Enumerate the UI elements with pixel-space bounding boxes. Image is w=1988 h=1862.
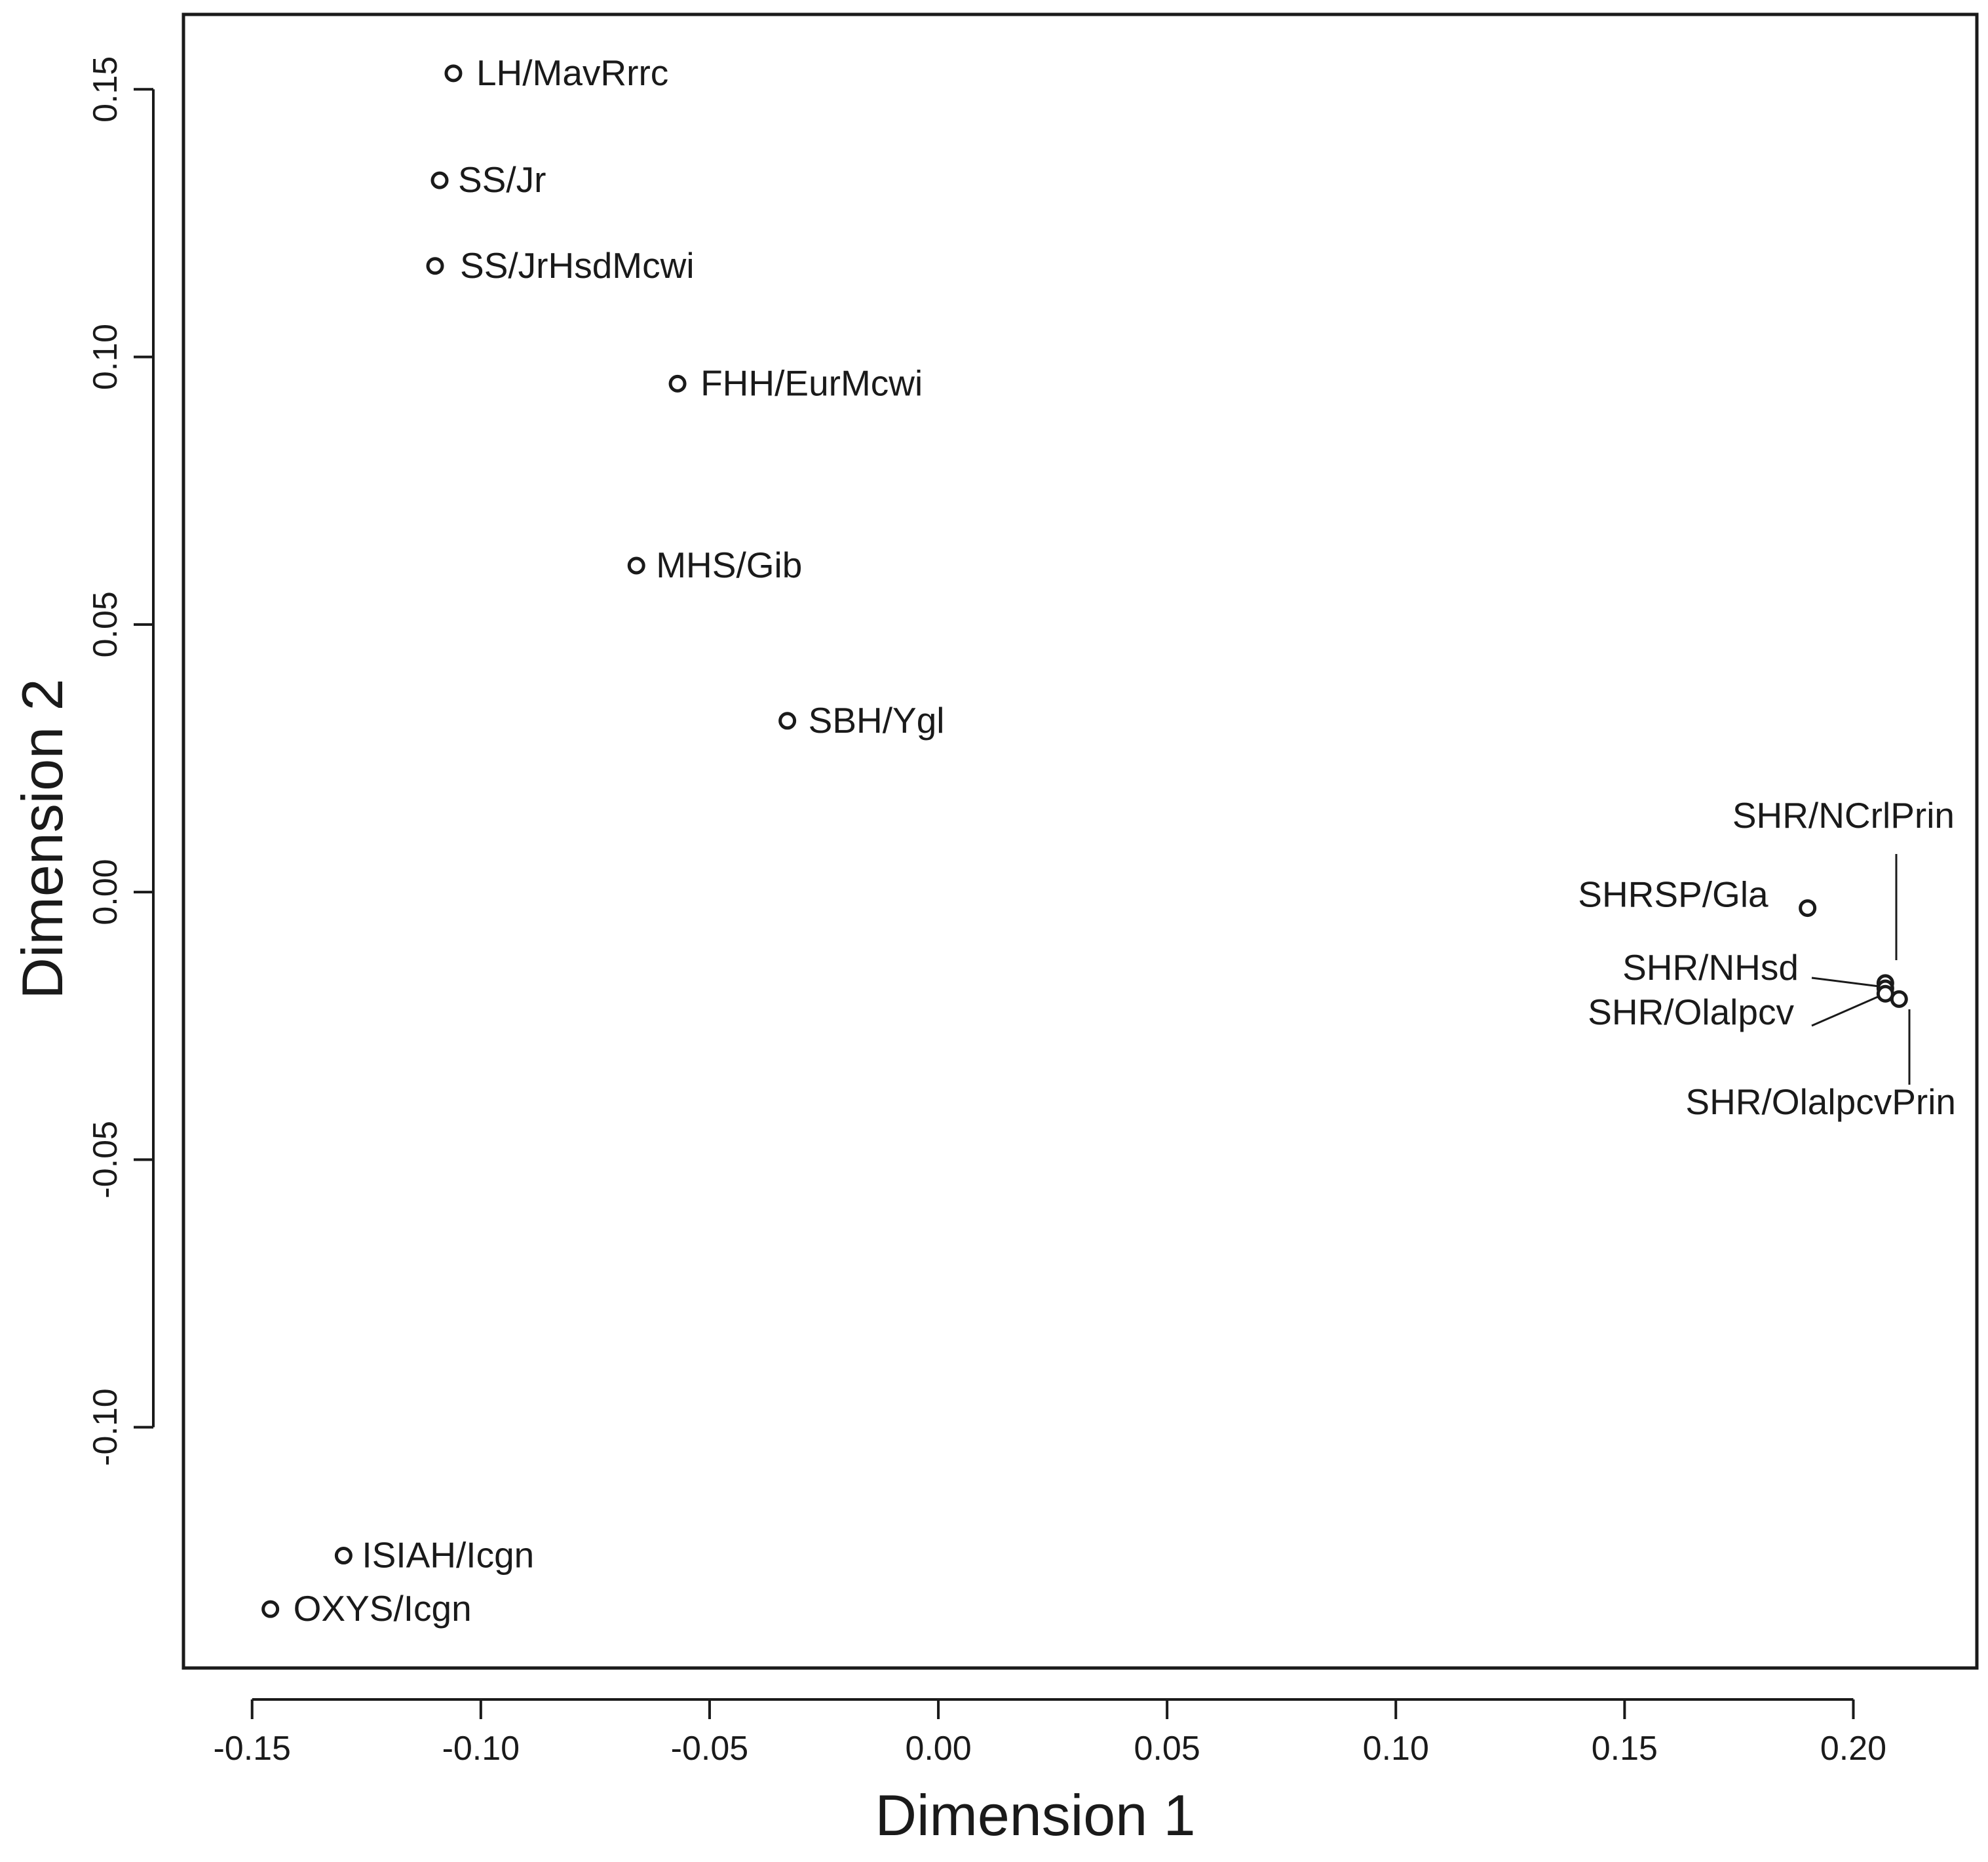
leader-line (1811, 977, 1880, 988)
point-label: ISIAH/Icgn (362, 1535, 534, 1576)
y-tick-label: 0.10 (86, 324, 124, 390)
data-point (778, 712, 797, 730)
y-axis-title: Dimension 2 (10, 678, 75, 999)
plot-frame (182, 12, 1979, 1670)
data-point (426, 257, 444, 275)
y-tick-label: 0.05 (86, 591, 124, 657)
leader-line (1811, 995, 1880, 1027)
data-points (261, 64, 1908, 1618)
x-tick-label: 0.20 (1820, 1730, 1886, 1768)
point-labels: LH/MavRrrc SS/Jr SS/JrHsdMcwi FHH/EurMcwi MH… (294, 52, 1956, 1629)
x-tick-label: 0.15 (1592, 1730, 1658, 1768)
data-point (1799, 899, 1817, 918)
x-tick-label: 0.00 (905, 1730, 971, 1768)
x-axis-title: Dimension 1 (875, 1783, 1195, 1848)
point-label: SS/JrHsdMcwi (460, 245, 695, 286)
point-label: SHR/NHsd (1622, 947, 1799, 988)
data-point (430, 171, 449, 189)
y-tick-label: 0.15 (86, 56, 124, 123)
data-point (444, 64, 463, 83)
x-tick-label: 0.10 (1363, 1730, 1429, 1768)
point-label: FHH/EurMcwi (700, 362, 923, 403)
point-label: SHR/NCrlPrin (1732, 795, 1955, 836)
x-tick-label: -0.05 (671, 1730, 749, 1768)
point-label: LH/MavRrrc (476, 52, 668, 93)
point-label: SHR/OlalpcvPrin (1685, 1081, 1956, 1122)
data-point (334, 1547, 353, 1565)
x-tick-label: 0.05 (1134, 1730, 1200, 1768)
point-label: SHRSP/Gla (1578, 874, 1768, 915)
y-tick-label: -0.10 (86, 1388, 124, 1466)
data-point (261, 1600, 280, 1618)
y-tick-label: -0.05 (86, 1121, 124, 1199)
point-label: OXYS/Icgn (294, 1588, 472, 1629)
data-point (627, 556, 645, 575)
y-axis: -0.10 -0.05 0.00 0.05 0.10 0.15 (86, 56, 155, 1466)
data-point (668, 374, 687, 393)
point-label: SBH/Ygl (809, 700, 945, 741)
x-tick-label: -0.15 (213, 1730, 291, 1768)
point-label: MHS/Gib (656, 545, 802, 585)
leader-lines (1811, 854, 1911, 1085)
point-label: SS/Jr (458, 159, 546, 200)
point-label: SHR/Olalpcv (1588, 992, 1794, 1032)
data-point (1890, 990, 1908, 1008)
x-tick-label: -0.10 (442, 1730, 520, 1768)
x-axis: -0.15 -0.10 -0.05 0.00 0.05 0.10 0.15 0.20 (213, 1698, 1886, 1768)
y-tick-label: 0.00 (86, 859, 124, 925)
